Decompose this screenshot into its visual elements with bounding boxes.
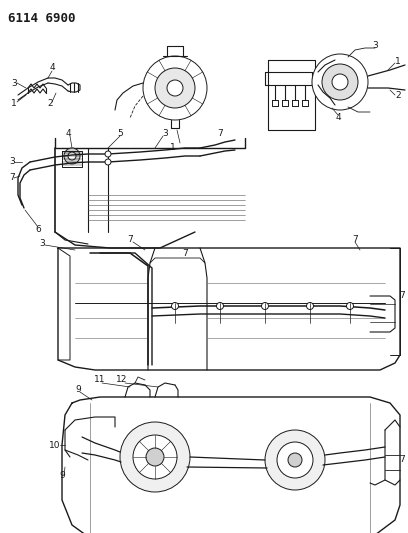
Text: 10: 10 <box>49 440 61 449</box>
Text: 4: 4 <box>335 114 341 123</box>
Circle shape <box>277 442 313 478</box>
Circle shape <box>133 435 177 479</box>
Text: 11: 11 <box>94 376 106 384</box>
Circle shape <box>105 159 111 165</box>
Text: 1: 1 <box>170 143 176 152</box>
Circle shape <box>346 303 353 310</box>
Text: 1: 1 <box>395 58 401 67</box>
Text: 3: 3 <box>11 78 17 87</box>
Text: 9: 9 <box>59 471 65 480</box>
Circle shape <box>262 303 268 310</box>
Circle shape <box>167 80 183 96</box>
Text: 3: 3 <box>39 238 45 247</box>
Text: 7: 7 <box>352 236 358 245</box>
Circle shape <box>155 68 195 108</box>
Text: 3: 3 <box>162 130 168 139</box>
Text: 7: 7 <box>399 456 405 464</box>
Text: 1: 1 <box>11 99 17 108</box>
Circle shape <box>68 152 76 160</box>
Text: 12: 12 <box>116 376 128 384</box>
Text: 4: 4 <box>65 130 71 139</box>
Circle shape <box>217 303 224 310</box>
Text: 5: 5 <box>117 130 123 139</box>
Text: 7: 7 <box>399 292 405 301</box>
Circle shape <box>171 303 179 310</box>
Text: 7: 7 <box>127 236 133 245</box>
Circle shape <box>312 54 368 110</box>
Circle shape <box>105 151 111 157</box>
Text: 3: 3 <box>372 41 378 50</box>
Circle shape <box>120 422 190 492</box>
Text: 3: 3 <box>9 157 15 166</box>
Text: 6: 6 <box>35 225 41 235</box>
Text: 7: 7 <box>217 130 223 139</box>
Circle shape <box>265 430 325 490</box>
Circle shape <box>146 448 164 466</box>
Text: 4: 4 <box>49 63 55 72</box>
Text: 2: 2 <box>395 91 401 100</box>
Text: 6114 6900: 6114 6900 <box>8 12 75 25</box>
Text: 9: 9 <box>75 385 81 394</box>
Text: 7: 7 <box>9 174 15 182</box>
Circle shape <box>64 148 80 164</box>
Circle shape <box>306 303 313 310</box>
Circle shape <box>322 64 358 100</box>
Text: 7: 7 <box>182 248 188 257</box>
Circle shape <box>288 453 302 467</box>
Circle shape <box>332 74 348 90</box>
Text: 2: 2 <box>47 99 53 108</box>
Circle shape <box>143 56 207 120</box>
